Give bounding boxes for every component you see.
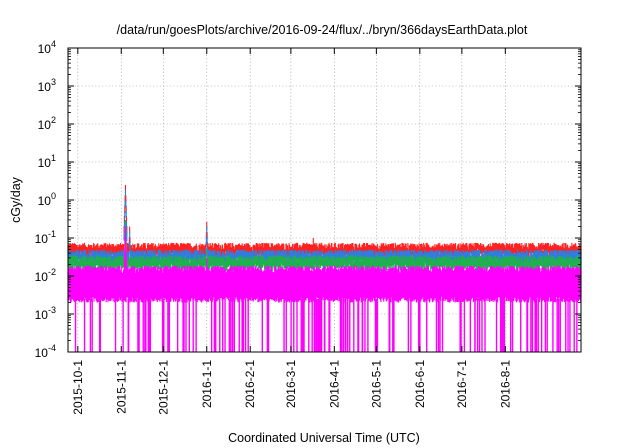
- series-line: [67, 190, 582, 268]
- x-tick-label: 2016-6-1: [413, 360, 427, 408]
- y-tick-label: 10-2: [35, 267, 56, 284]
- y-axis: 10-4 10-3 10-2 10-1 100 101 102 103 104: [35, 39, 581, 360]
- y-tick-label: 100: [38, 191, 56, 208]
- x-axis: 2015-10-1 2015-11-1 2015-12-1 2016-1-1 2016-…: [71, 48, 512, 415]
- series-line: [67, 184, 582, 261]
- x-tick-label: 2016-7-1: [455, 360, 469, 408]
- y-tick-label: 103: [38, 77, 56, 94]
- y-tick-label: 102: [38, 115, 56, 132]
- x-tick-label: 2016-5-1: [369, 360, 383, 408]
- series-group: [67, 184, 582, 352]
- series-band: [67, 190, 582, 268]
- x-tick-label: 2016-1-1: [200, 360, 214, 408]
- x-tick-label: 2016-8-1: [498, 360, 512, 408]
- y-tick-label: 10-1: [35, 229, 56, 246]
- x-tick-label: 2016-4-1: [327, 360, 341, 408]
- x-axis-label: Coordinated Universal Time (UTC): [228, 431, 420, 445]
- chart-title: /data/run/goesPlots/archive/2016-09-24/f…: [117, 23, 528, 37]
- y-tick-label: 104: [38, 39, 56, 56]
- x-tick-label: 2016-2-1: [243, 360, 257, 408]
- y-tick-label: 10-3: [35, 305, 56, 322]
- series-band: [67, 184, 582, 261]
- x-tick-label: 2015-11-1: [114, 360, 128, 414]
- x-tick-label: 2016-3-1: [284, 360, 298, 408]
- x-tick-label: 2015-10-1: [71, 360, 85, 415]
- y-tick-label: 101: [38, 153, 56, 170]
- x-tick-label: 2015-12-1: [156, 360, 170, 415]
- series-dropouts: [74, 298, 578, 352]
- y-axis-label: cGy/day: [9, 176, 23, 223]
- y-tick-label: 10-4: [35, 343, 56, 360]
